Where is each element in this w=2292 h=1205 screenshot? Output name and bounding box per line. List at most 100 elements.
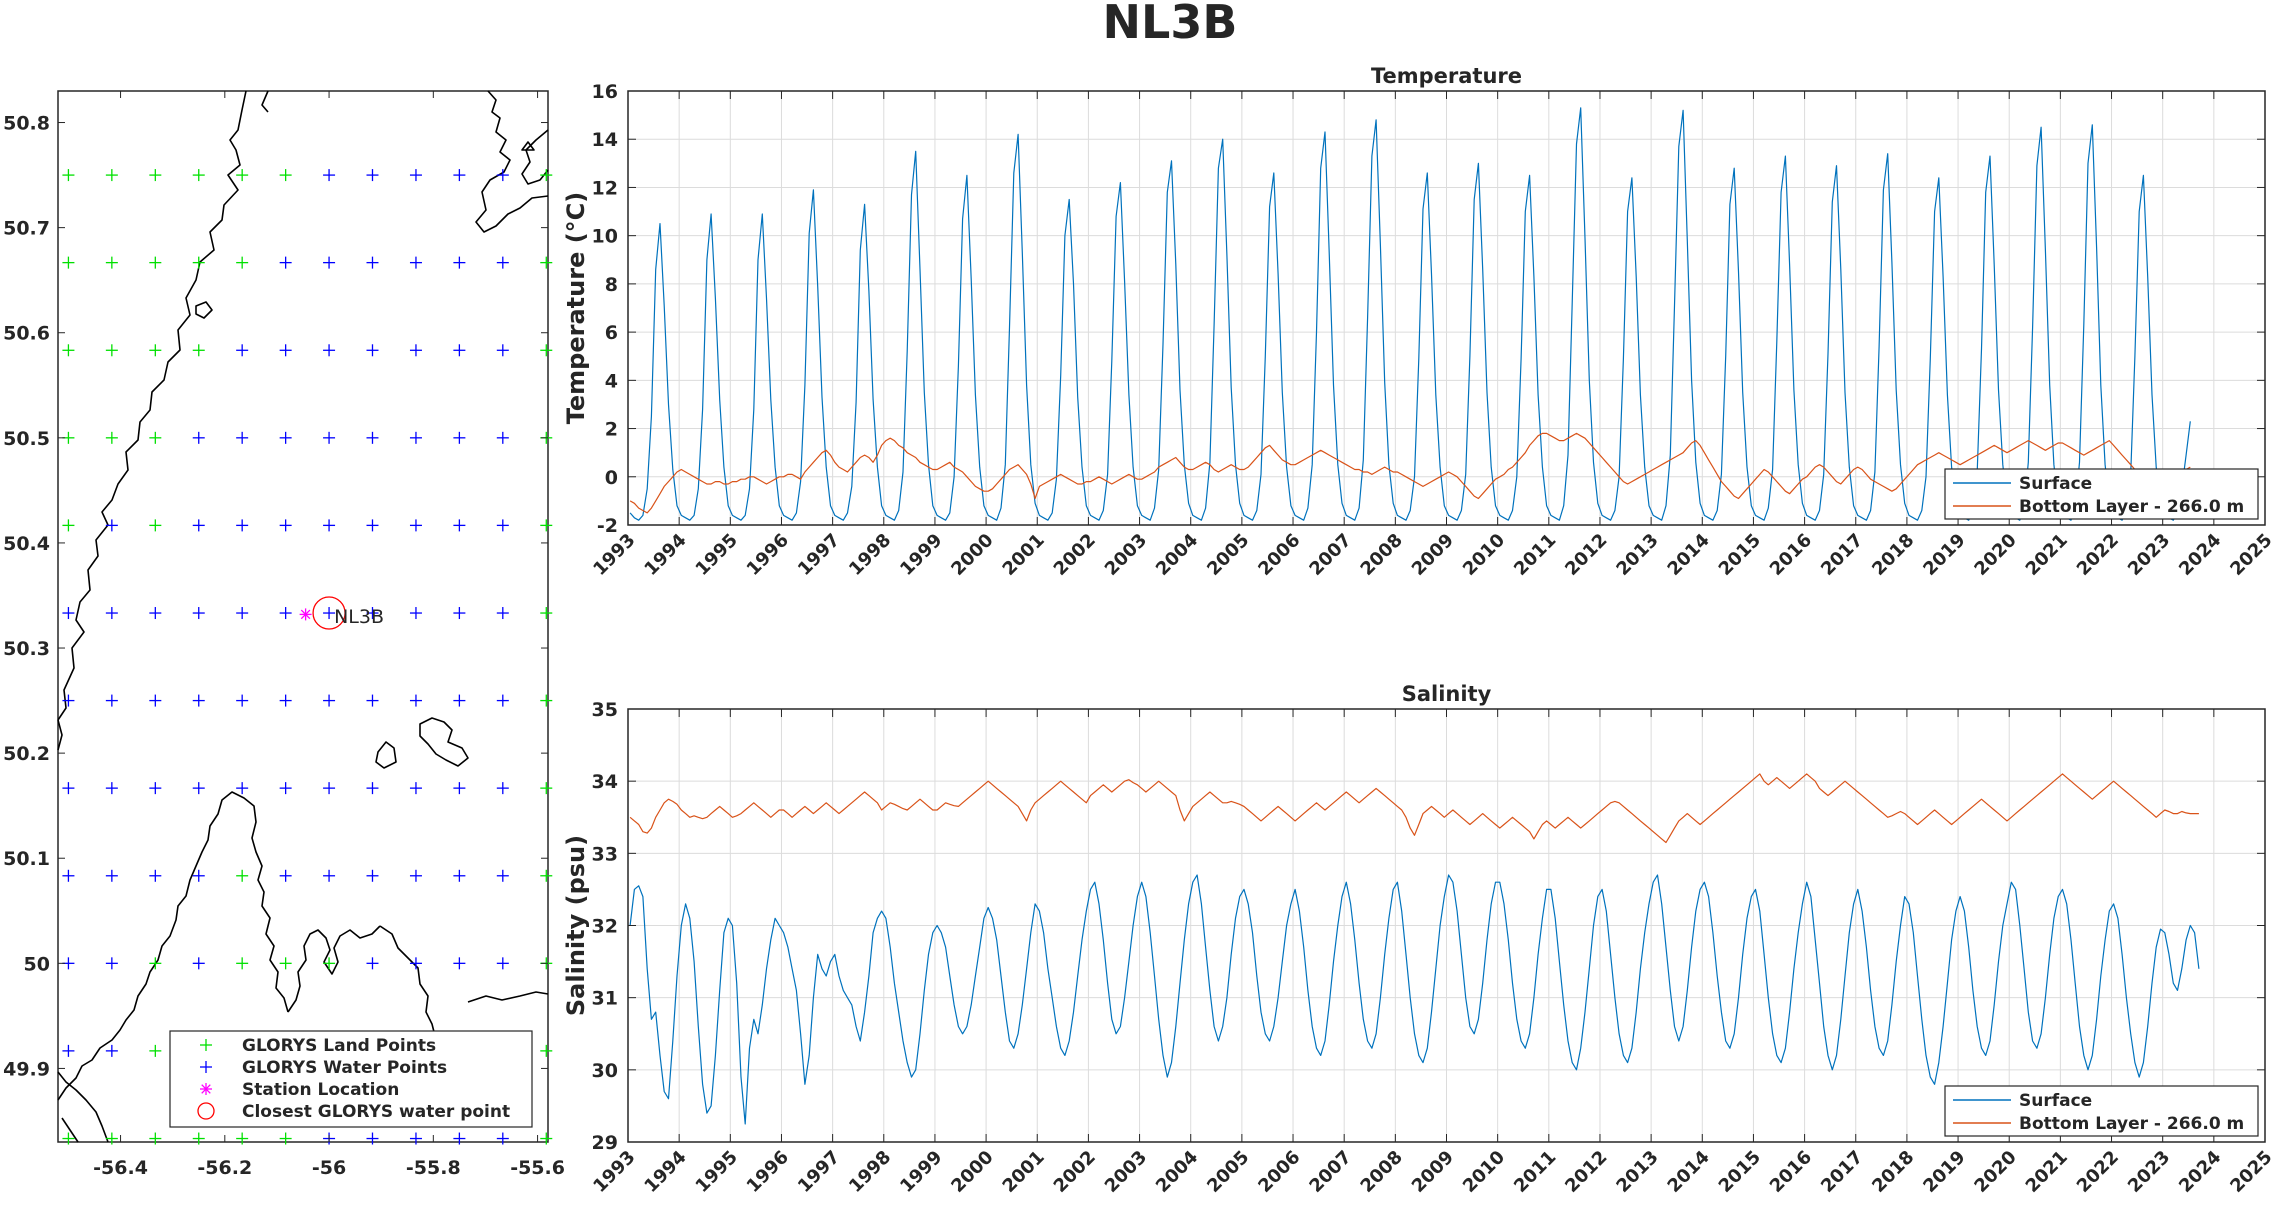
land-point <box>192 169 205 182</box>
x-tick-label: 2013 <box>1612 1147 1662 1197</box>
water-point <box>236 607 249 620</box>
station-markers: NL3B <box>299 596 384 630</box>
x-tick-label: 1996 <box>743 530 793 580</box>
legend-item: Surface <box>1953 474 2092 494</box>
legend-box <box>169 1030 533 1128</box>
water-point <box>105 607 118 620</box>
water-point <box>105 869 118 882</box>
x-tick-label: 2007 <box>1305 1147 1355 1197</box>
x-tick-label: 2025 <box>2226 530 2276 580</box>
legend-label: Bottom Layer - 266.0 m <box>2019 1114 2244 1134</box>
legend: Surface Bottom Layer - 266.0 m <box>1944 468 2259 520</box>
land-point <box>323 957 336 970</box>
water-point <box>149 694 162 707</box>
x-tick-label: 2021 <box>2022 1147 2072 1197</box>
x-tick-label: 2006 <box>1254 530 1304 580</box>
land-point <box>279 169 292 182</box>
water-point <box>192 869 205 882</box>
water-point <box>409 957 422 970</box>
water-point <box>236 431 249 444</box>
x-tick-label: 2018 <box>1868 530 1918 580</box>
x-tick-label: 2011 <box>1510 530 1560 580</box>
x-tick-label: 2004 <box>1152 530 1202 580</box>
water-point <box>323 607 336 620</box>
x-tick-label: 2001 <box>999 1147 1049 1197</box>
land-point <box>149 344 162 357</box>
x-tick-label: 1993 <box>589 1147 639 1197</box>
water-point <box>409 344 422 357</box>
x-tick-label: 1997 <box>794 530 844 580</box>
land-point <box>62 256 75 269</box>
star-stroke <box>300 609 311 620</box>
x-tick-label: 1993 <box>589 530 639 580</box>
water-point <box>366 344 379 357</box>
y-tick-label: 4 <box>605 370 618 392</box>
x-tick-label: 2015 <box>1715 1147 1765 1197</box>
water-point <box>409 1132 422 1145</box>
coastline-segment <box>467 991 549 1003</box>
x-tick-label: 2003 <box>1101 530 1151 580</box>
water-point <box>62 869 75 882</box>
land-point <box>149 256 162 269</box>
y-tick-label: 50.6 <box>3 323 50 345</box>
water-point <box>279 256 292 269</box>
water-point <box>409 256 422 269</box>
land-point <box>279 957 292 970</box>
land-point <box>149 169 162 182</box>
water-point <box>453 782 466 795</box>
water-point <box>236 519 249 532</box>
water-point <box>323 344 336 357</box>
water-point <box>62 607 75 620</box>
x-tick-label: 2011 <box>1510 1147 1560 1197</box>
water-point <box>496 869 509 882</box>
y-tick-label: 49.9 <box>3 1058 50 1080</box>
water-point <box>192 957 205 970</box>
land-point <box>105 1132 118 1145</box>
land-point <box>105 344 118 357</box>
y-tick-label: 2 <box>605 419 618 441</box>
legend-box <box>1944 468 2259 520</box>
water-point <box>236 344 249 357</box>
coastline-segment <box>379 925 437 1041</box>
water-point <box>453 607 466 620</box>
x-tick-label: 2015 <box>1715 530 1765 580</box>
water-point <box>323 782 336 795</box>
water-point <box>192 694 205 707</box>
land-point <box>62 344 75 357</box>
legend-symbol <box>201 1084 211 1094</box>
water-point <box>409 782 422 795</box>
water-point <box>236 782 249 795</box>
y-axis-label: Temperature (°C) <box>562 192 590 425</box>
y-tick-label: 50.4 <box>3 533 50 555</box>
x-tick-label: 2019 <box>1919 1147 1969 1197</box>
water-point <box>496 957 509 970</box>
x-tick-label: 2001 <box>999 530 1049 580</box>
x-tick-label: 1998 <box>845 1147 895 1197</box>
water-point <box>496 1132 509 1145</box>
y-tick-label: 6 <box>605 322 618 344</box>
legend-item: Bottom Layer - 266.0 m <box>1953 497 2244 517</box>
land-point <box>540 1044 553 1057</box>
x-tick-label: 2019 <box>1919 530 1969 580</box>
x-tick-label: 1994 <box>640 530 690 580</box>
coastline-segment <box>521 129 549 185</box>
water-point <box>366 519 379 532</box>
x-tick-label: 2003 <box>1101 1147 1151 1197</box>
y-tick-label: 29 <box>592 1132 618 1154</box>
water-point <box>496 431 509 444</box>
legend-box <box>1944 1085 2259 1137</box>
land-point <box>62 169 75 182</box>
water-point <box>323 519 336 532</box>
coastline-segment <box>419 717 469 767</box>
y-tick-label: 35 <box>592 699 618 721</box>
y-tick-label: 14 <box>592 129 618 151</box>
x-tick-label: 2010 <box>1459 1147 1509 1197</box>
water-point <box>366 256 379 269</box>
x-tick-label: 2025 <box>2226 1147 2276 1197</box>
land-point <box>62 1132 75 1145</box>
water-point <box>496 782 509 795</box>
coastline-segment <box>521 141 535 151</box>
x-tick-label: 2012 <box>1561 530 1611 580</box>
water-point <box>149 607 162 620</box>
